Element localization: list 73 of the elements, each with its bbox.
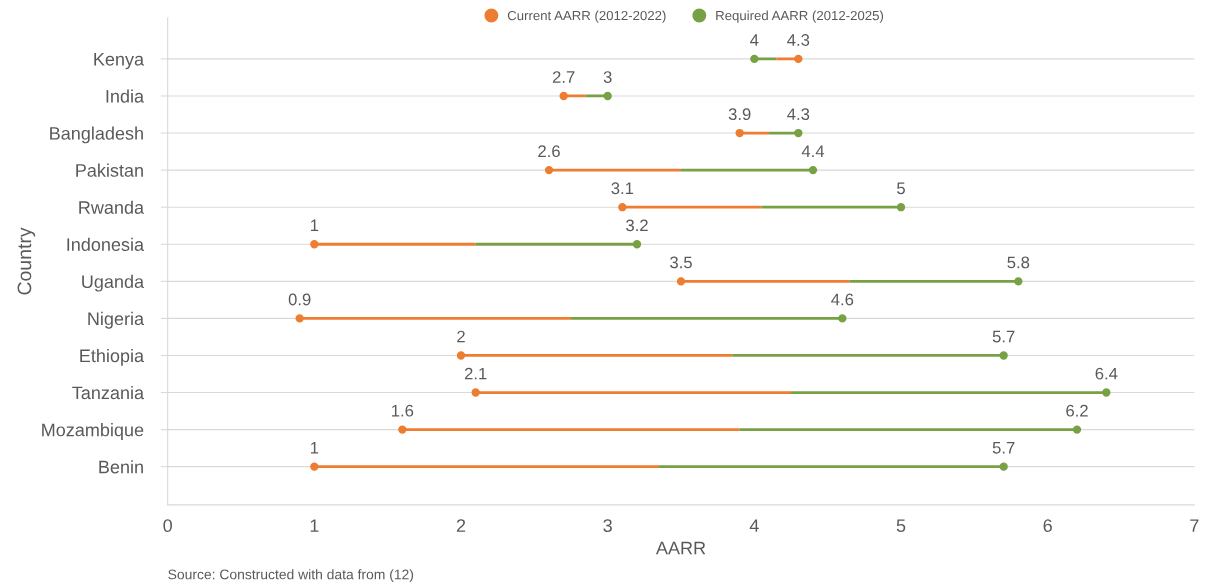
data-label: 1 bbox=[310, 442, 319, 454]
data-label: 2.7 bbox=[552, 71, 575, 83]
x-tick-label: 0 bbox=[163, 519, 172, 533]
point bbox=[808, 165, 818, 175]
point bbox=[310, 240, 319, 249]
point bbox=[1102, 388, 1111, 397]
data-label: 6.2 bbox=[1066, 404, 1088, 417]
data-label: 4.3 bbox=[787, 34, 810, 46]
y-axis-title: Country bbox=[17, 227, 36, 295]
y-tick-label: Rwanda bbox=[79, 200, 145, 214]
data-label: 5.7 bbox=[992, 330, 1015, 343]
y-tick-label: Kenya bbox=[94, 53, 145, 70]
point bbox=[1072, 425, 1082, 434]
data-label: 3.1 bbox=[611, 182, 634, 195]
legend-label: Current AARR (2012-2022) bbox=[507, 10, 666, 23]
data-label: 4 bbox=[750, 34, 759, 46]
point bbox=[471, 388, 480, 397]
point bbox=[1014, 277, 1023, 286]
point bbox=[999, 351, 1008, 360]
data-label: 3.2 bbox=[626, 219, 648, 232]
point bbox=[310, 462, 319, 471]
x-tick-label: 2 bbox=[456, 519, 466, 532]
point bbox=[735, 128, 744, 138]
point bbox=[750, 54, 759, 64]
y-tick-label: Benin bbox=[99, 460, 143, 474]
point bbox=[295, 314, 304, 323]
x-tick-label: 3 bbox=[603, 519, 612, 533]
y-tick-label: Nigeria bbox=[88, 311, 145, 329]
x-tick-label: 4 bbox=[749, 519, 759, 532]
y-tick-label: Indonesia bbox=[67, 237, 145, 251]
data-label: 2.6 bbox=[538, 145, 560, 158]
y-tick-label: Pakistan bbox=[76, 163, 143, 177]
point bbox=[794, 54, 803, 64]
y-tick-label: Mozambique bbox=[42, 423, 144, 440]
point bbox=[676, 277, 686, 286]
data-label: 2 bbox=[457, 330, 465, 343]
x-tick-label: 6 bbox=[1043, 519, 1052, 533]
point bbox=[456, 351, 466, 360]
source-note: Source: Constructed with data from (12) bbox=[168, 569, 414, 583]
y-tick-label: Tanzania bbox=[72, 385, 145, 400]
x-axis-title: AARR bbox=[655, 541, 706, 555]
data-label: 4.4 bbox=[801, 145, 825, 157]
data-label: 5.8 bbox=[1007, 256, 1030, 269]
data-label: 0.9 bbox=[288, 293, 311, 306]
data-label: 6.4 bbox=[1095, 367, 1118, 380]
y-tick-label: India bbox=[106, 89, 145, 103]
point bbox=[398, 425, 407, 434]
data-label: 5.7 bbox=[992, 442, 1015, 454]
data-label: 1 bbox=[310, 219, 319, 232]
point bbox=[896, 203, 906, 212]
point bbox=[999, 462, 1008, 471]
point bbox=[794, 128, 803, 138]
x-tick-label: 1 bbox=[310, 519, 319, 532]
data-label: 1.6 bbox=[392, 404, 414, 417]
legend-label: Required AARR (2012-2025) bbox=[716, 10, 884, 23]
x-tick-label: 5 bbox=[896, 519, 906, 533]
data-label: 3.5 bbox=[670, 256, 692, 269]
point bbox=[838, 314, 847, 323]
x-tick-label: 7 bbox=[1190, 519, 1199, 532]
data-label: 3.9 bbox=[728, 108, 751, 121]
y-tick-label: Ethiopia bbox=[80, 348, 145, 366]
data-label: 4.6 bbox=[831, 293, 854, 306]
point bbox=[632, 240, 642, 249]
y-tick-label: Bangladesh bbox=[50, 126, 143, 144]
data-label: 2.1 bbox=[464, 367, 487, 380]
point bbox=[603, 91, 612, 101]
data-label: 3 bbox=[603, 71, 612, 83]
point bbox=[559, 91, 568, 101]
point bbox=[544, 165, 554, 175]
data-label: 4.3 bbox=[787, 108, 810, 121]
data-label: 5 bbox=[897, 182, 905, 195]
y-tick-label: Uganda bbox=[82, 274, 145, 292]
point bbox=[618, 203, 627, 212]
